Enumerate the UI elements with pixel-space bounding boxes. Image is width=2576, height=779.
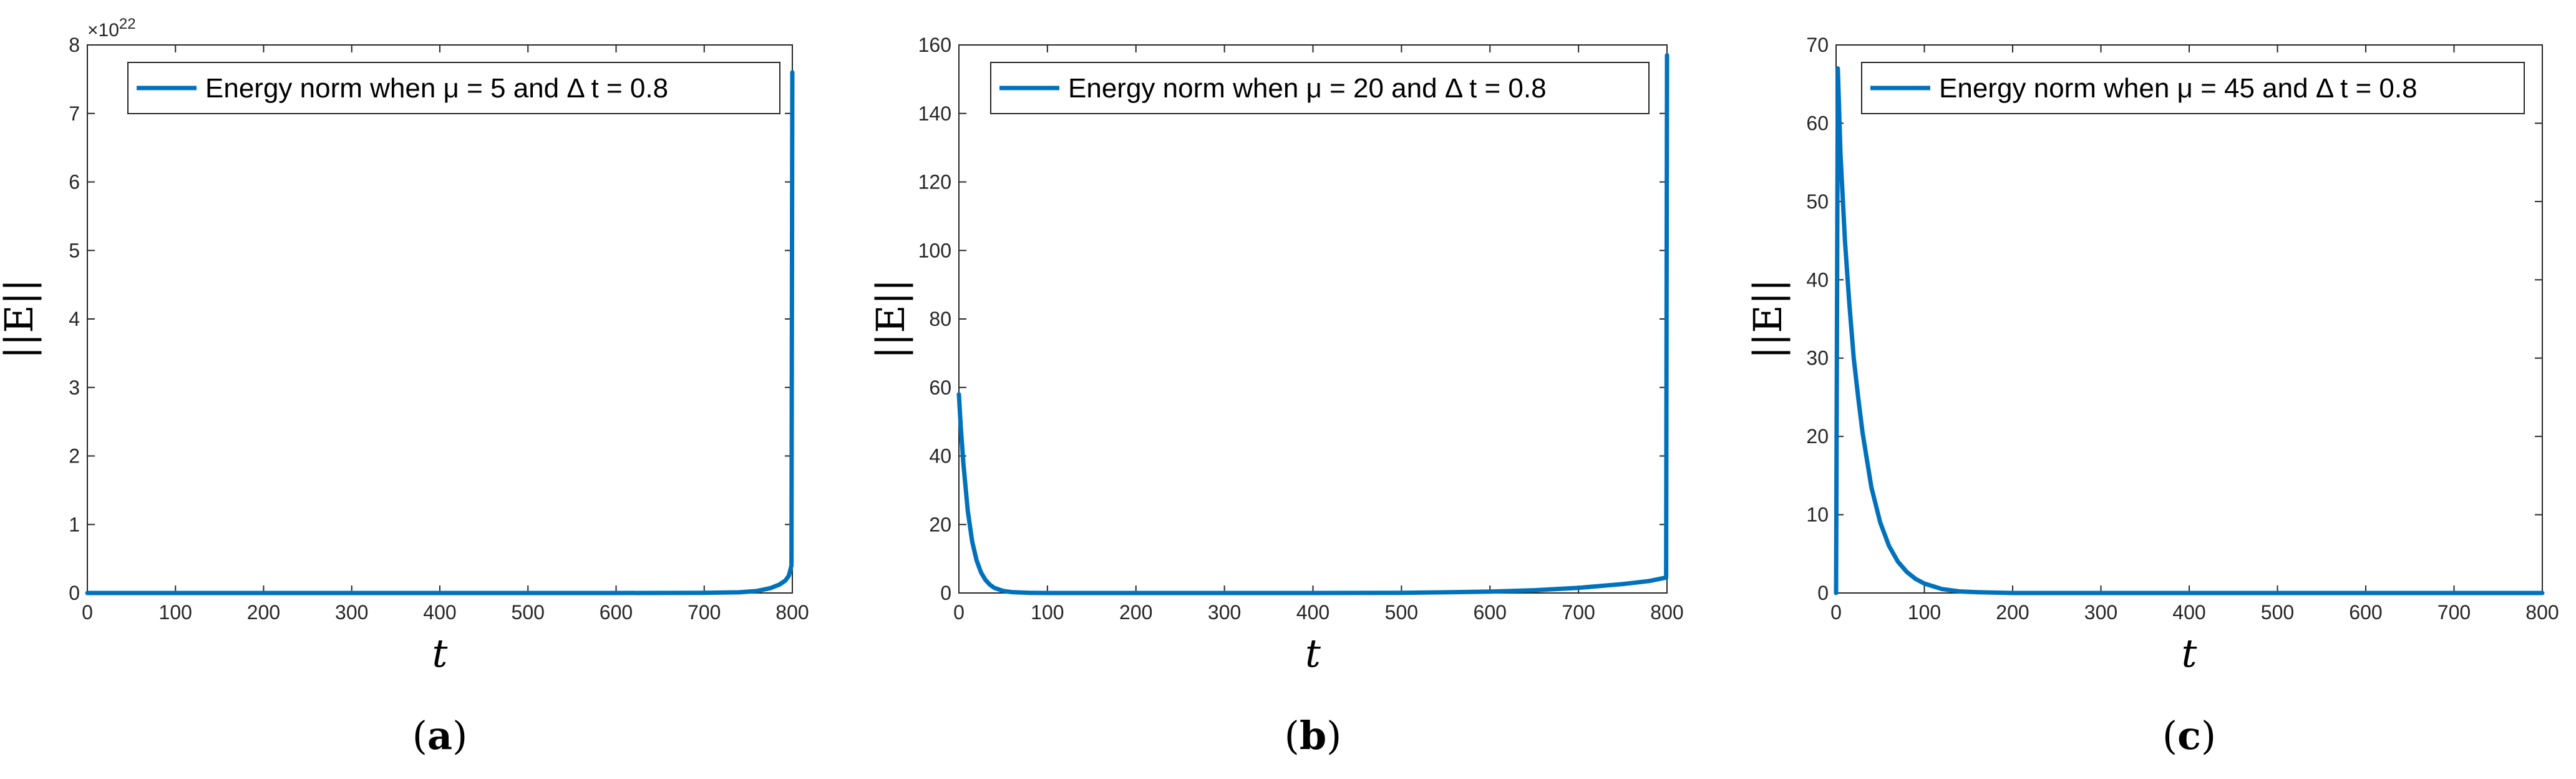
series-line-0: [85, 70, 795, 595]
y-tick-label: 1: [69, 513, 80, 536]
series-line-0: [1834, 66, 2545, 595]
y-tick-label: 60: [929, 376, 951, 399]
legend-entry: Energy norm when μ = 5 and Δ t = 0.8: [205, 73, 668, 104]
y-tick-label: 30: [1806, 347, 1829, 370]
x-tick-label: 800: [1650, 601, 1683, 624]
y-tick-label: 50: [1806, 190, 1829, 213]
plot-area-frame: [1835, 44, 2543, 594]
y-exponent-label: ×1022: [87, 16, 136, 41]
x-tick-label: 500: [1385, 601, 1418, 624]
legend-box: [127, 62, 780, 114]
legend-entry: Energy norm when μ = 45 and Δ t = 0.8: [1939, 73, 2418, 104]
y-tick-label: 80: [929, 308, 951, 330]
y-tick-label: 20: [929, 513, 951, 536]
y-tick-label: 5: [69, 239, 80, 262]
y-tick-label: 20: [1806, 425, 1829, 448]
y-tick-label: 2: [69, 445, 80, 468]
x-tick-label: 300: [335, 601, 368, 624]
x-tick-label: 800: [2525, 601, 2559, 624]
y-axis-label: ||E||: [0, 279, 42, 360]
y-tick-label: 0: [1817, 582, 1829, 604]
y-tick-label: 70: [1806, 34, 1829, 56]
y-tick-label: 100: [918, 239, 951, 262]
y-tick-label: 120: [918, 171, 951, 194]
x-tick-label: 600: [600, 601, 633, 624]
y-tick-label: 3: [69, 376, 80, 399]
y-axis-label: ||E||: [1745, 279, 1791, 360]
y-tick-label: 160: [918, 34, 951, 56]
x-tick-label: 800: [775, 601, 809, 624]
series-line-0: [956, 53, 1670, 595]
x-tick-label: 600: [1474, 601, 1507, 624]
y-tick-label: 0: [940, 582, 951, 604]
y-tick-label: 7: [69, 102, 80, 125]
plot-area-frame: [958, 44, 1668, 594]
legend-box: [990, 62, 1650, 114]
y-axis-label: ||E||: [868, 279, 913, 360]
x-tick-label: 700: [1562, 601, 1595, 624]
x-tick-label: 500: [512, 601, 545, 624]
x-tick-label: 700: [2437, 601, 2471, 624]
y-tick-label: 140: [918, 102, 951, 125]
y-tick-label: 40: [1806, 268, 1829, 291]
y-tick-label: 60: [1806, 112, 1829, 134]
x-tick-label: 400: [1296, 601, 1329, 624]
panel-caption: (c): [2162, 713, 2216, 758]
legend-box: [1861, 62, 2525, 114]
chart-panel-a: 0 100 200 300 400 500 600 700 800 0 1 2 3 4 5 6 7 8 ×1022 t…: [0, 16, 809, 758]
plot-area-frame: [87, 44, 793, 594]
y-tick-label: 0: [69, 582, 80, 604]
x-tick-label: 0: [1830, 601, 1842, 624]
x-tick-label: 100: [159, 601, 192, 624]
y-tick-label: 8: [69, 34, 80, 56]
x-tick-label: 200: [1119, 601, 1152, 624]
x-tick-label: 300: [1208, 601, 1241, 624]
x-tick-label: 700: [688, 601, 721, 624]
x-tick-label: 100: [1908, 601, 1941, 624]
x-tick-label: 0: [953, 601, 965, 624]
x-tick-label: 500: [2261, 601, 2294, 624]
x-axis-label: t: [2182, 630, 2197, 676]
x-tick-label: 200: [247, 601, 280, 624]
chart-panel-c: 0 100 200 300 400 500 600 700 800 0 10 20 30 40 50 60 70…: [1745, 34, 2559, 758]
x-tick-label: 100: [1031, 601, 1064, 624]
y-tick-label: 4: [69, 308, 80, 330]
x-tick-label: 300: [2084, 601, 2117, 624]
legend-entry: Energy norm when μ = 20 and Δ t = 0.8: [1068, 73, 1547, 104]
x-tick-label: 0: [82, 601, 93, 624]
panel-caption: (a): [412, 713, 468, 758]
x-tick-label: 200: [1996, 601, 2029, 624]
x-tick-label: 400: [423, 601, 456, 624]
x-tick-label: 600: [2349, 601, 2382, 624]
x-tick-label: 400: [2172, 601, 2205, 624]
x-axis-label: t: [1305, 630, 1321, 676]
y-tick-label: 10: [1806, 504, 1829, 526]
y-tick-label: 6: [69, 171, 80, 194]
y-tick-label: 40: [929, 445, 951, 468]
panel-caption: (b): [1285, 713, 1342, 758]
x-axis-label: t: [432, 630, 448, 676]
chart-panel-b: 0 100 200 300 400 500 600 700 800 0 20 40 60 80 100 120…: [868, 34, 1684, 758]
